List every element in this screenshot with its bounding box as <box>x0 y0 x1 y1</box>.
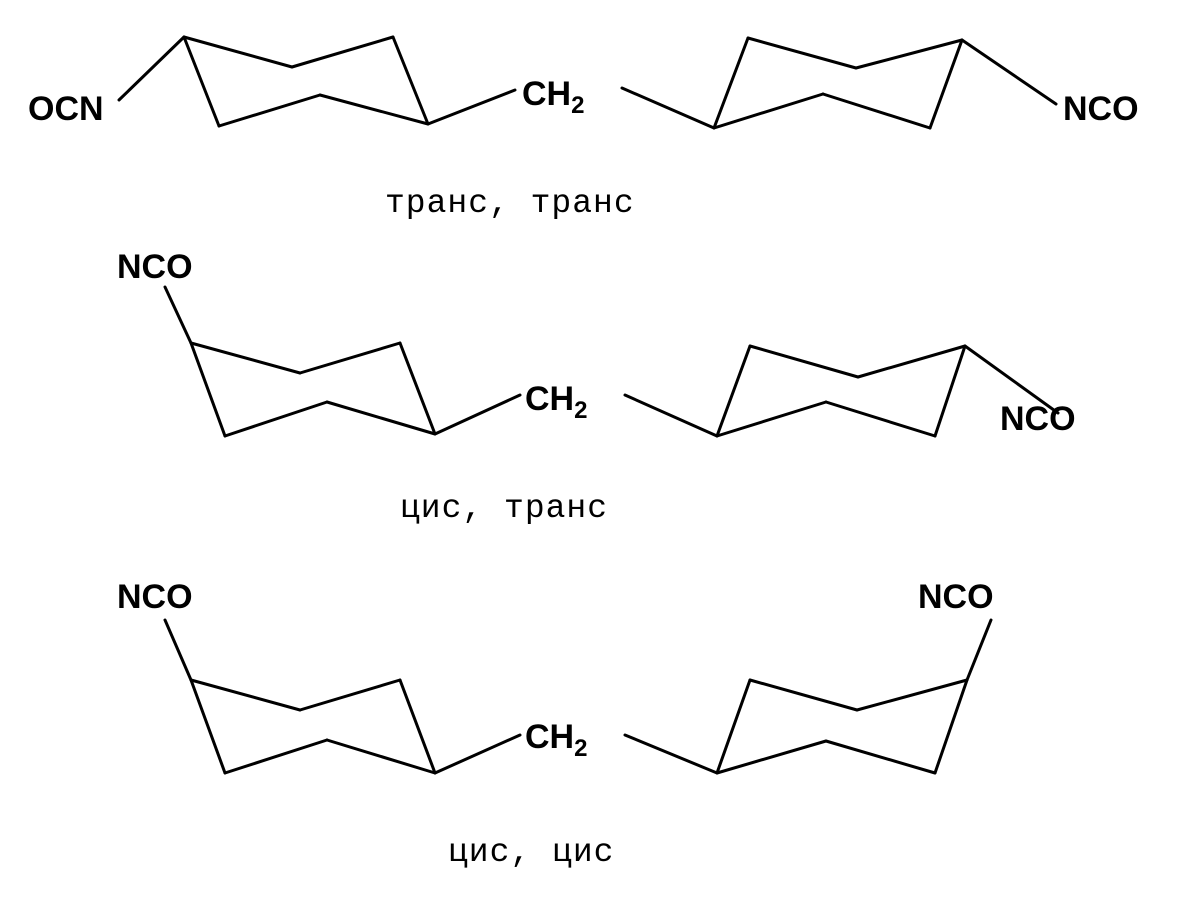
trans-trans-right-label: NCO <box>1063 90 1139 129</box>
cis-trans-center-label: CH2 <box>525 380 587 425</box>
chemical-diagram-svg <box>0 0 1182 903</box>
cis-cis-caption: цис, цис <box>448 834 614 871</box>
cis-cis-left-label: NCO <box>117 578 193 617</box>
trans-trans-center-label: CH2 <box>522 75 584 120</box>
cis-cis-center-label: CH2 <box>525 718 587 763</box>
cis-trans-caption: цис, транс <box>400 490 608 527</box>
cis-trans-left-label: NCO <box>117 248 193 287</box>
cis-trans-right-label: NCO <box>1000 400 1076 439</box>
trans-trans-caption: транс, транс <box>385 185 635 222</box>
trans-trans-left-label: OCN <box>28 90 104 129</box>
cis-cis-right-label: NCO <box>918 578 994 617</box>
